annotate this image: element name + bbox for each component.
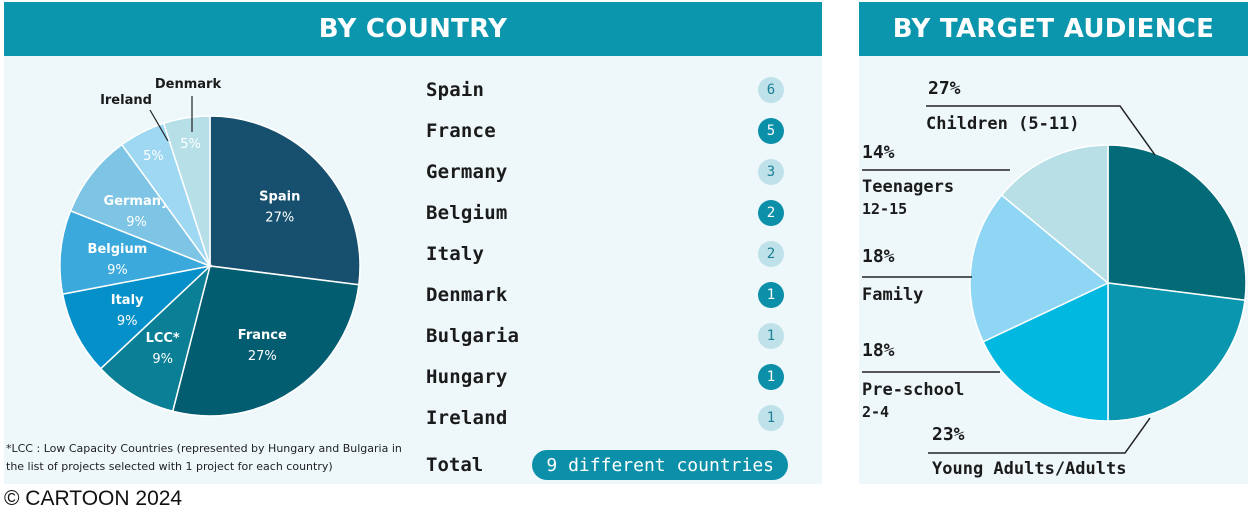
pie-slice-belgium xyxy=(59,209,213,295)
pie-slice-pre-school-2-4 xyxy=(982,281,1109,422)
audience-teenagers-age: 12-15 xyxy=(862,200,908,218)
audience-children-label: Children (5-11) xyxy=(926,114,1080,134)
pie-slice-young-adults-adults xyxy=(1107,282,1246,422)
audience-adults-label: Young Adults/Adults xyxy=(932,459,1127,479)
country-name: Belgium xyxy=(426,202,508,224)
pie-label-pct: 27% xyxy=(265,210,294,225)
pie-label-name: LCC* xyxy=(146,331,180,346)
country-row: Italy 2 xyxy=(426,239,786,269)
by-audience-header: BY TARGET AUDIENCE xyxy=(859,2,1248,56)
pie-slice-spain xyxy=(209,115,361,286)
country-count-badge: 1 xyxy=(758,405,784,431)
country-name: Ireland xyxy=(426,407,508,429)
country-count-badge: 2 xyxy=(758,241,784,267)
country-name: France xyxy=(426,120,496,142)
pie-label-name: Belgium xyxy=(88,242,148,257)
audience-preschool-label: Pre-school xyxy=(862,380,965,400)
leader-children xyxy=(926,105,1156,156)
country-count-badge: 1 xyxy=(758,282,784,308)
country-row: Ireland 1 xyxy=(426,403,786,433)
pie-label-name: Denmark xyxy=(155,77,222,92)
pie-slice-italy xyxy=(61,264,213,370)
pie-label-pct: 9% xyxy=(152,352,173,367)
pie-label-pct: 9% xyxy=(126,215,147,230)
country-name: Spain xyxy=(426,79,485,101)
country-row: Spain 6 xyxy=(426,75,786,105)
pie-label-name: Italy xyxy=(111,293,144,308)
country-name: Germany xyxy=(426,161,508,183)
country-count-badge: 3 xyxy=(758,159,784,185)
total-label: Total xyxy=(426,454,484,476)
pie-label-pct: 9% xyxy=(117,314,138,329)
country-count-badge: 6 xyxy=(758,77,784,103)
audience-adults-pct: 23% xyxy=(932,424,965,445)
leader-adults xyxy=(928,417,1151,454)
audience-teenagers-pct: 14% xyxy=(862,142,895,163)
total-row: Total 9 different countries xyxy=(426,449,788,481)
pie-label-pct: 9% xyxy=(107,263,128,278)
country-count-badge: 1 xyxy=(758,364,784,390)
total-value: 9 different countries xyxy=(532,450,788,480)
country-count-badge: 1 xyxy=(758,323,784,349)
country-row: Bulgaria 1 xyxy=(426,321,786,351)
pie-slice-family xyxy=(969,193,1110,343)
pie-slice-children-5-11 xyxy=(1107,144,1247,302)
pie-label-name: Ireland xyxy=(100,93,152,108)
country-row: France 5 xyxy=(426,116,786,146)
audience-pie-chart xyxy=(969,144,1247,422)
pie-label-pct: 5% xyxy=(180,137,201,152)
audience-preschool-pct: 18% xyxy=(862,340,895,361)
pie-label-name: Germany xyxy=(104,194,170,209)
country-row: Germany 3 xyxy=(426,157,786,187)
country-name: Denmark xyxy=(426,284,508,306)
copyright: © CARTOON 2024 xyxy=(4,487,183,510)
pie-leader-line xyxy=(149,109,169,142)
by-country-header: BY COUNTRY xyxy=(4,2,822,56)
pie-slice-denmark xyxy=(162,115,211,267)
country-row: Hungary 1 xyxy=(426,362,786,392)
country-name: Italy xyxy=(426,243,485,265)
pie-label-name: France xyxy=(238,328,287,343)
pie-label-pct: 27% xyxy=(248,349,277,364)
pie-slice-teenagers-12-15 xyxy=(1000,144,1109,285)
country-count-badge: 5 xyxy=(758,118,784,144)
country-name: Hungary xyxy=(426,366,508,388)
audience-children-pct: 27% xyxy=(928,78,961,99)
audience-preschool-age: 2-4 xyxy=(862,403,890,421)
audience-family-label: Family xyxy=(862,285,924,305)
country-row: Belgium 2 xyxy=(426,198,786,228)
country-count-badge: 2 xyxy=(758,200,784,226)
country-name: Bulgaria xyxy=(426,325,520,347)
country-pie-chart: Spain 27% France 27% LCC* 9% Italy 9% Belgium 9% G… xyxy=(59,77,361,417)
pie-slice-france xyxy=(171,265,360,417)
audience-family-pct: 18% xyxy=(862,246,895,267)
pie-slice-lcc xyxy=(99,263,212,413)
country-row: Denmark 1 xyxy=(426,280,786,310)
lcc-footnote: *LCC : Low Capacity Countries (represent… xyxy=(6,442,402,473)
pie-label-name: Spain xyxy=(259,189,300,204)
audience-teenagers-label: Teenagers xyxy=(862,177,955,197)
pie-label-pct: 5% xyxy=(143,149,164,164)
pie-slice-germany xyxy=(69,143,213,268)
